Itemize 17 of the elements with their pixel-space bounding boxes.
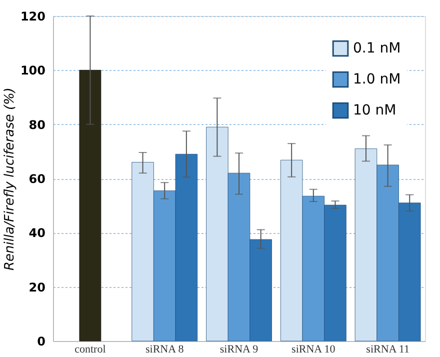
x-tick-label: siRNA 9 (220, 344, 259, 356)
y-tick-label: 0 (37, 334, 46, 348)
y-tick-label: 120 (20, 10, 46, 24)
y-tick-label: 40 (28, 226, 46, 240)
y-tick-label: 20 (28, 280, 46, 294)
bar (79, 70, 102, 342)
y-tick-label: 100 (20, 64, 46, 78)
x-tick-label: control (74, 344, 106, 356)
y-tick-label: 80 (28, 118, 46, 132)
x-tick-label: siRNA 10 (292, 344, 336, 356)
legend-label: 1.0 nM (353, 72, 401, 88)
legend-label: 0.1 nM (353, 40, 401, 56)
x-tick-label: siRNA 11 (366, 344, 410, 356)
y-axis-title: Renilla/Firefly luciferase (%) (2, 87, 18, 271)
y-tick-label: 60 (28, 172, 46, 186)
legend-label: 10 nM (353, 102, 396, 118)
x-tick-label: siRNA 8 (145, 344, 184, 356)
